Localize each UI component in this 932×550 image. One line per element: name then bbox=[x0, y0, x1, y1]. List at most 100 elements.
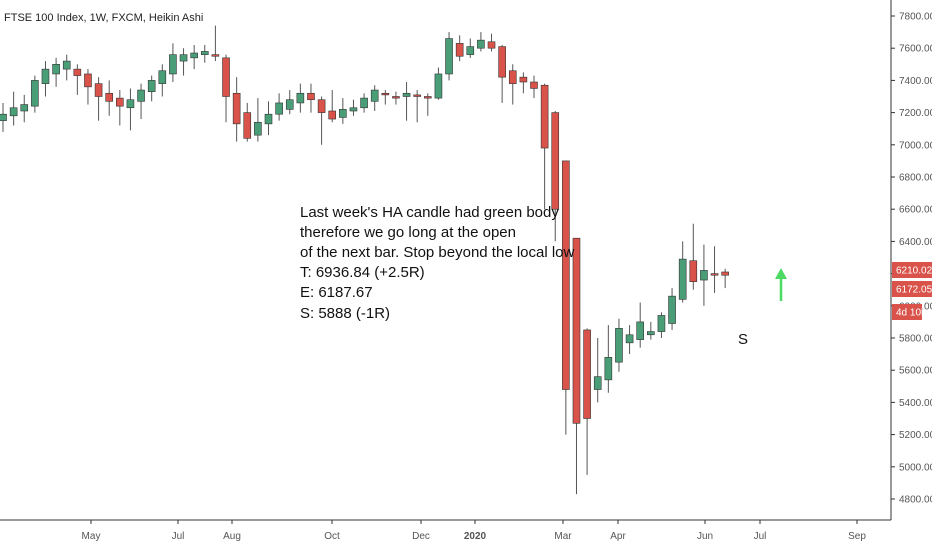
candle-body bbox=[413, 94, 421, 97]
candle-body bbox=[137, 89, 145, 102]
candle-13 bbox=[126, 88, 135, 131]
candle-body bbox=[179, 54, 188, 62]
candle-body bbox=[604, 357, 613, 381]
time-tick-label: Jun bbox=[697, 531, 713, 542]
price-tag-3: 4d 10h bbox=[892, 304, 927, 320]
candle-32 bbox=[328, 90, 337, 123]
candle-17 bbox=[169, 43, 177, 83]
candle-41 bbox=[423, 93, 432, 116]
candle-body bbox=[498, 46, 506, 78]
candle-67 bbox=[700, 244, 708, 306]
candle-body bbox=[562, 160, 570, 390]
candle-56 bbox=[583, 328, 591, 475]
candle-body bbox=[9, 107, 18, 117]
price-tick-label: 5400.00 bbox=[899, 398, 932, 409]
candle-40 bbox=[413, 90, 421, 123]
price-tick-label: 7000.00 bbox=[899, 140, 932, 151]
candle-body bbox=[477, 39, 485, 49]
price-tag-2: 6172.05 bbox=[892, 281, 932, 297]
candle-body bbox=[657, 315, 666, 332]
candle-body bbox=[222, 57, 230, 97]
candle-body bbox=[710, 273, 719, 276]
candle-body bbox=[593, 376, 602, 390]
candle-23 bbox=[232, 77, 241, 142]
candle-52 bbox=[540, 83, 549, 210]
candle-body bbox=[487, 41, 496, 49]
annotation-line-4: T: 6936.84 (+2.5R) bbox=[300, 264, 425, 281]
candle-body bbox=[158, 70, 167, 84]
price-tick-label: 6600.00 bbox=[899, 205, 932, 216]
price-tick-label: 7800.00 bbox=[899, 12, 932, 23]
candle-44 bbox=[455, 35, 464, 62]
candle-24 bbox=[243, 102, 252, 142]
time-tick-label: Dec bbox=[412, 531, 430, 542]
price-tick-label: 7400.00 bbox=[899, 76, 932, 87]
candle-62 bbox=[647, 321, 655, 340]
candle-64 bbox=[668, 288, 676, 330]
annotation-line-2: therefore we go long at the open bbox=[300, 224, 516, 241]
candle-body bbox=[317, 99, 326, 113]
candle-6 bbox=[52, 57, 60, 87]
candle-body bbox=[94, 83, 103, 97]
candle-body bbox=[519, 76, 528, 83]
candle-55 bbox=[572, 237, 581, 495]
candle-body bbox=[41, 68, 50, 84]
candle-body bbox=[381, 92, 390, 96]
time-tick-label: Jul bbox=[172, 531, 185, 542]
candle-51 bbox=[530, 75, 538, 99]
candle-65 bbox=[678, 241, 687, 303]
candle-body bbox=[402, 92, 411, 97]
time-tick-label: Jul bbox=[754, 531, 767, 542]
candle-12 bbox=[116, 90, 124, 126]
price-tag-text: 6210.02 bbox=[896, 266, 932, 277]
annotation-text: Last week's HA candle had green body the… bbox=[300, 204, 575, 322]
candle-10 bbox=[94, 77, 103, 121]
candle-body bbox=[455, 43, 464, 57]
candle-9 bbox=[84, 69, 92, 105]
candle-body bbox=[551, 112, 560, 210]
annotation-line-3: of the next bar. Stop beyond the local l… bbox=[300, 244, 575, 261]
candle-body bbox=[668, 295, 676, 324]
candle-60 bbox=[625, 325, 634, 355]
candle-2 bbox=[9, 91, 18, 126]
price-tag-text: 6172.05 bbox=[896, 285, 932, 296]
time-tick-label: May bbox=[82, 531, 101, 542]
candle-35 bbox=[360, 93, 368, 113]
candle-45 bbox=[466, 38, 475, 58]
candle-body bbox=[243, 112, 252, 139]
candle-body bbox=[169, 54, 177, 75]
candle-58 bbox=[604, 325, 613, 393]
time-tick-label: Oct bbox=[324, 531, 340, 542]
candle-body bbox=[370, 89, 379, 102]
candle-49 bbox=[508, 64, 517, 105]
time-tick-label: 2020 bbox=[464, 531, 487, 542]
candle-body bbox=[572, 237, 581, 424]
candle-20 bbox=[200, 44, 209, 63]
candle-8 bbox=[73, 64, 82, 95]
candle-31 bbox=[317, 96, 326, 145]
candle-33 bbox=[339, 98, 347, 124]
candle-69 bbox=[721, 268, 729, 289]
candle-7 bbox=[62, 54, 71, 81]
annotation-line-1: Last week's HA candle had green body bbox=[300, 204, 559, 221]
candle-66 bbox=[689, 223, 698, 290]
price-tag-text: 4d 10h bbox=[896, 308, 927, 319]
stop-marker-label: S bbox=[738, 331, 748, 348]
candle-body bbox=[583, 329, 591, 419]
candle-21 bbox=[211, 25, 220, 62]
candle-body bbox=[328, 110, 337, 120]
price-tick-label: 6400.00 bbox=[899, 237, 932, 248]
price-tick-label: 5600.00 bbox=[899, 366, 932, 377]
annotation-line-6: S: 5888 (-1R) bbox=[300, 305, 390, 322]
price-tick-label: 5000.00 bbox=[899, 462, 932, 473]
candle-22 bbox=[222, 54, 230, 123]
candle-18 bbox=[179, 48, 188, 76]
candle-38 bbox=[392, 91, 400, 105]
candle-body bbox=[636, 321, 645, 340]
price-tag-1: 6210.02 bbox=[892, 262, 932, 278]
candle-4 bbox=[31, 75, 39, 113]
candle-body bbox=[307, 92, 315, 101]
annotation-line-5: E: 6187.67 bbox=[300, 284, 373, 301]
candle-body bbox=[296, 92, 305, 104]
